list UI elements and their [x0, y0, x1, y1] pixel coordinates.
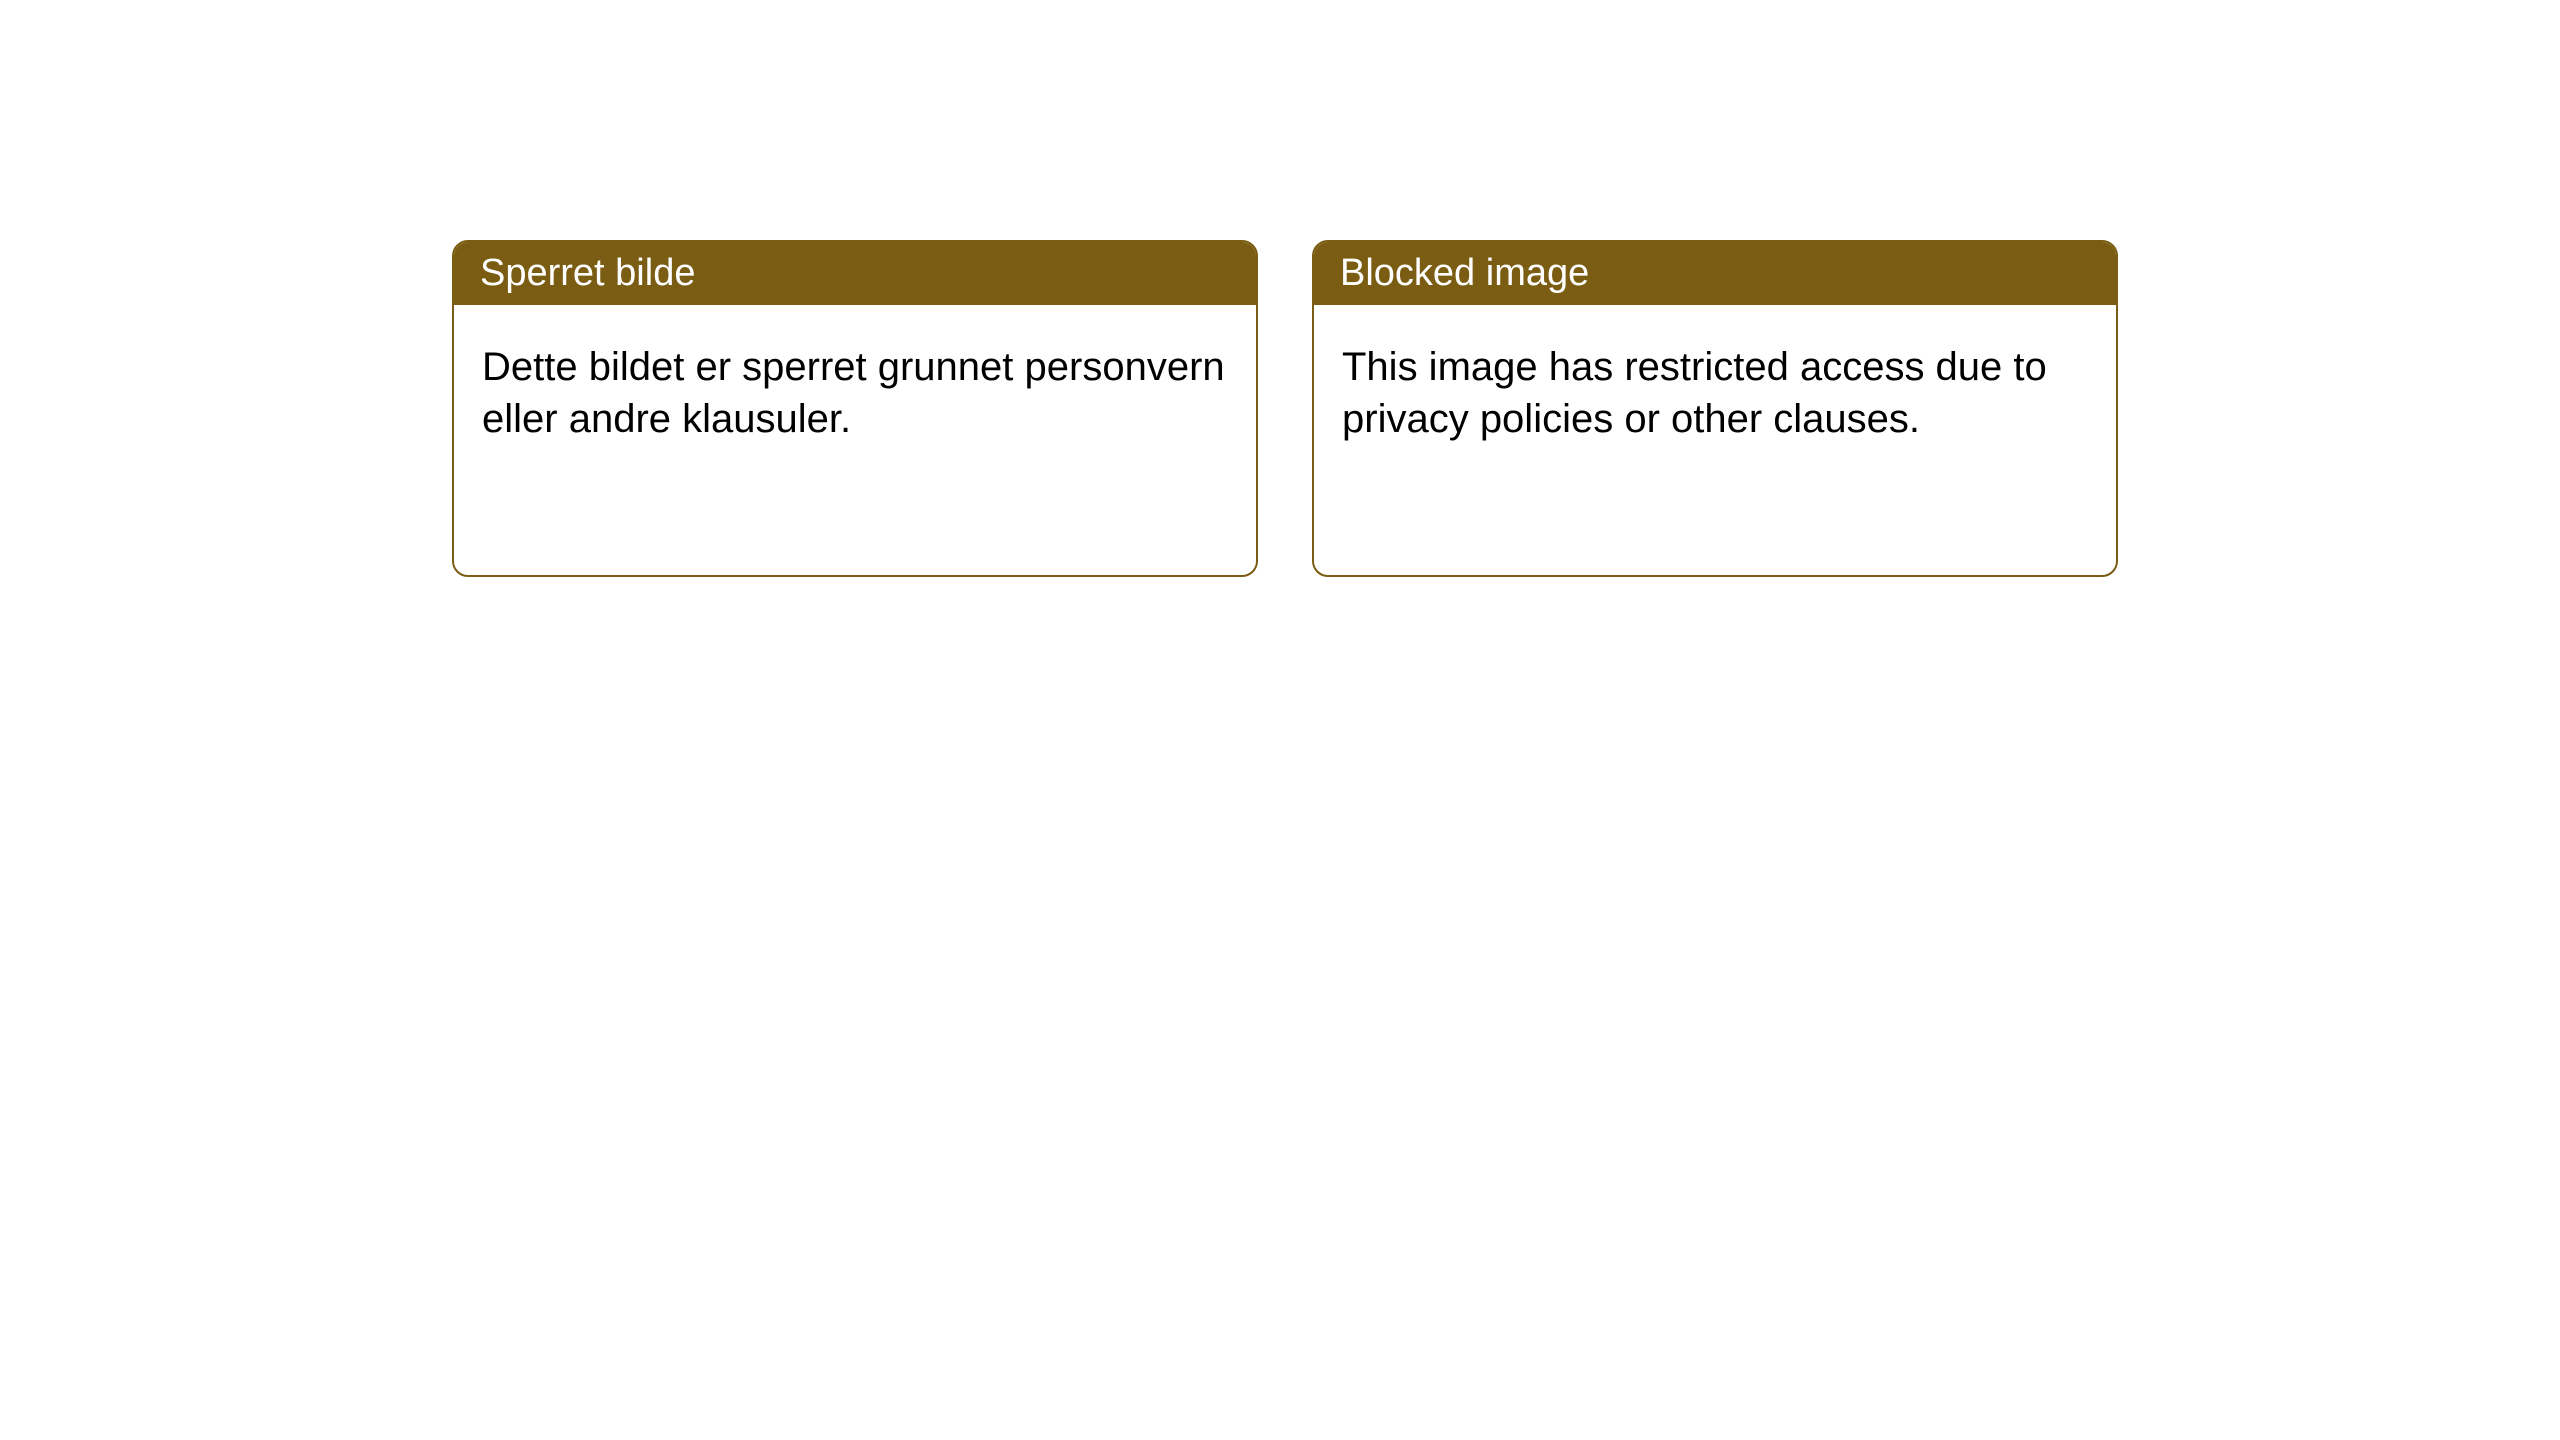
card-body: This image has restricted access due to …: [1314, 305, 2116, 575]
notice-container: Sperret bilde Dette bildet er sperret gr…: [0, 0, 2560, 577]
card-header: Sperret bilde: [454, 242, 1256, 305]
blocked-card-norwegian: Sperret bilde Dette bildet er sperret gr…: [452, 240, 1258, 577]
blocked-card-english: Blocked image This image has restricted …: [1312, 240, 2118, 577]
card-body: Dette bildet er sperret grunnet personve…: [454, 305, 1256, 575]
card-header: Blocked image: [1314, 242, 2116, 305]
